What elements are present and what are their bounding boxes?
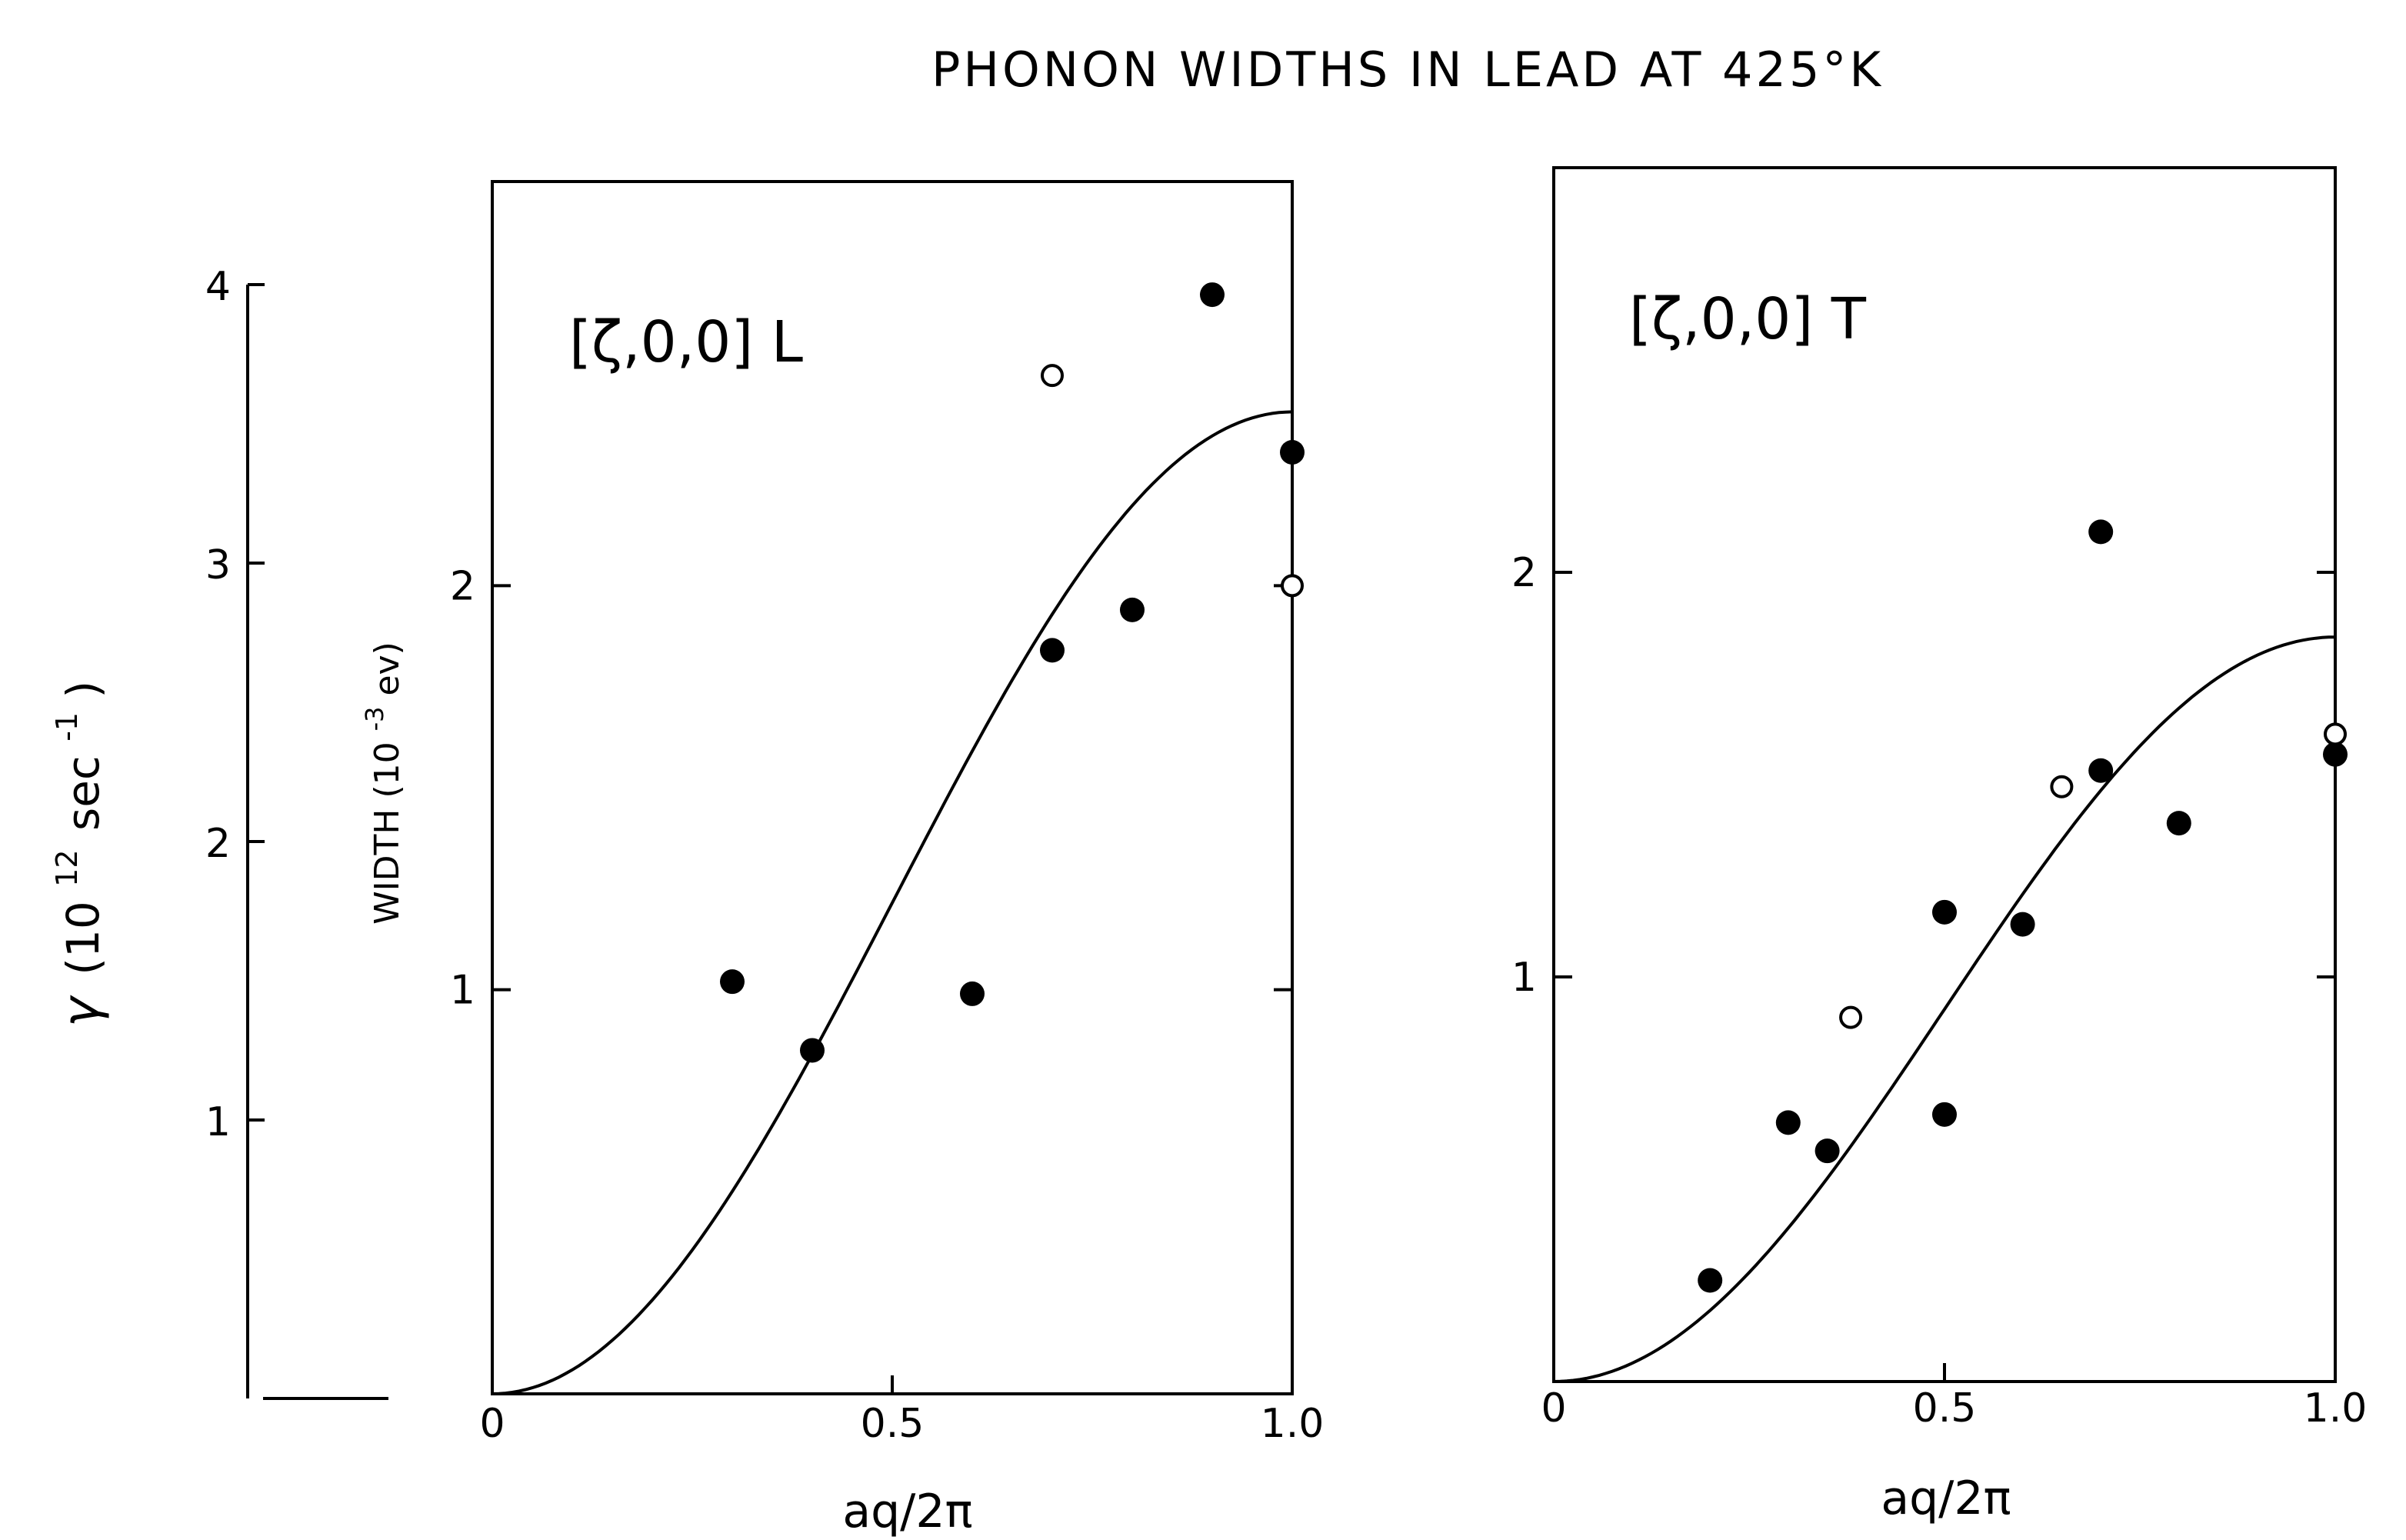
open-data-point [2324, 722, 2347, 746]
filled-data-point [2088, 758, 2114, 783]
gamma-tick-label: 1 [205, 1099, 231, 1145]
y-tick-label: 2 [1511, 550, 1537, 596]
filled-data-point [1280, 439, 1305, 465]
open-data-point [1041, 364, 1064, 388]
chart-title: PHONON WIDTHS IN LEAD AT 425°K [931, 42, 1884, 98]
open-data-point [1839, 1005, 1863, 1029]
filled-data-point [1814, 1138, 1840, 1164]
filled-data-point [1932, 1102, 1957, 1127]
gamma-exp2: -1 [50, 712, 84, 742]
x-tick-label: 0 [1541, 1385, 1566, 1432]
gamma-sec: sec [57, 755, 109, 831]
filled-data-point [2323, 742, 2348, 767]
x-axis-label: aq/2π [842, 1485, 972, 1538]
x-tick-label: 0.5 [861, 1401, 925, 1447]
filled-data-point [1932, 899, 1957, 925]
gamma-tick-label: 4 [205, 264, 231, 310]
x-tick-label: 1.0 [1261, 1401, 1325, 1447]
theory-curve [1553, 635, 2336, 1383]
gamma-unit: (10 [57, 901, 109, 975]
filled-data-point [800, 1038, 825, 1063]
filled-data-point [720, 969, 745, 995]
panel-longitudinal: 1 2 0 0.5 1.0 [ζ,0,0] L aq/2π WIDTH (10 -3 e… [352, 180, 1325, 1538]
open-data-point [1281, 574, 1304, 598]
y-axis-label: WIDTH (10 -3 ev) [352, 642, 407, 925]
filled-data-point [1040, 638, 1065, 663]
y-tick-label: 1 [1511, 955, 1537, 1001]
filled-data-point [960, 981, 985, 1006]
filled-data-point [1200, 282, 1225, 308]
gamma-tick-label: 2 [205, 821, 231, 867]
y-label-ev: ev) [368, 642, 407, 695]
gamma-close: ) [57, 681, 109, 698]
gamma-axis-label: γ (10 12 sec -1 ) [35, 681, 111, 1027]
filled-data-point [2166, 811, 2191, 836]
filled-data-point [2088, 519, 2114, 545]
x-axis-label: aq/2π [1881, 1472, 2011, 1525]
y-label-exp: -3 [360, 706, 389, 731]
gamma-tick-label: 3 [205, 542, 231, 588]
filled-data-point [1775, 1110, 1801, 1135]
gamma-symbol: γ [52, 995, 111, 1027]
y-tick-label: 1 [450, 968, 475, 1014]
gamma-exp: 12 [50, 849, 84, 886]
filled-data-point [2010, 912, 2035, 937]
filled-data-point [1698, 1268, 1723, 1293]
x-tick-label: 0.5 [1913, 1385, 1977, 1432]
panel-transverse: 1 2 0 0.5 1.0 [ζ,0,0] T aq/2π [1511, 166, 2368, 1525]
panel-label: [ζ,0,0] L [569, 309, 803, 375]
y-label-width: WIDTH (10 [368, 742, 407, 924]
theory-curve [492, 410, 1293, 1395]
y-tick-label: 2 [450, 563, 475, 609]
filled-data-point [1120, 597, 1145, 622]
x-tick-label: 0 [479, 1401, 505, 1447]
panel-label: [ζ,0,0] T [1629, 286, 1867, 352]
x-tick-label: 1.0 [2304, 1385, 2368, 1432]
open-data-point [2050, 775, 2074, 798]
